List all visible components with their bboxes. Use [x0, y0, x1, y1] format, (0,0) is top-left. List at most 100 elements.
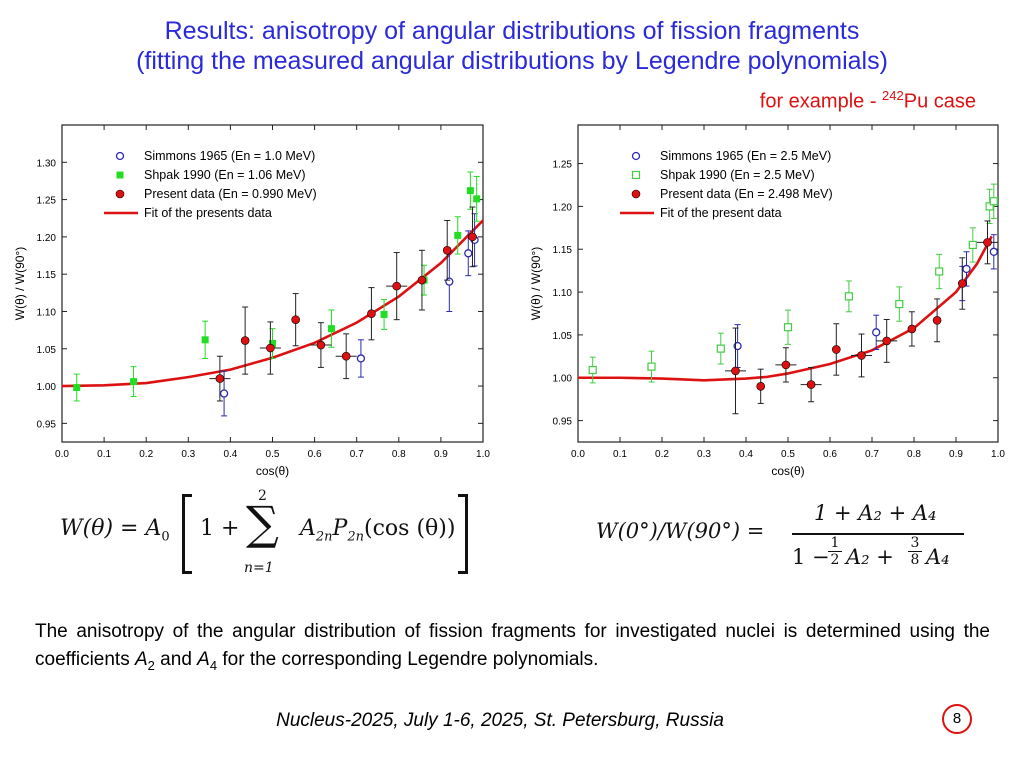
x-axis-label: cos(θ) [771, 464, 804, 478]
legend-marker [115, 189, 125, 199]
y-tick-label: 1.10 [553, 288, 573, 299]
example-element: Pu case [903, 90, 976, 113]
data-point-filled-circle [468, 232, 477, 242]
data-point-filled-circle [781, 360, 791, 370]
legend-label: Fit of the present data [660, 206, 782, 220]
data-point-filled-circle [367, 309, 376, 319]
data-point-filled-circle [316, 340, 326, 350]
sigma-icon: ∑ [246, 496, 279, 550]
data-point-filled-circle [932, 316, 942, 325]
legend-label: Simmons 1965 (En = 2.5 MeV) [660, 149, 831, 163]
y-tick-label: 1.20 [553, 202, 573, 213]
x-tick-label: 0.7 [865, 449, 879, 460]
legend-label: Shpak 1990 (En = 1.06 MeV) [144, 168, 306, 182]
legend-marker [115, 151, 125, 161]
chart-right: 0.0 0.1 0.2 0.3 0.4 0.5 0.6 0.7 0.8 0.9 1.0 0.95 1.0… [529, 124, 1005, 478]
data-point-open-square [716, 344, 725, 353]
y-axis-label: W(θ) / W(90°) [529, 247, 543, 320]
y-tick-label: 1.30 [37, 158, 57, 169]
data-point-square [466, 187, 474, 195]
y-tick-label: 1.05 [553, 331, 573, 342]
data-point-open-circle [464, 249, 473, 258]
data-point-open-circle [356, 354, 366, 363]
y-tick-label: 0.95 [553, 417, 573, 428]
x-tick-label: 1.0 [476, 449, 490, 460]
legend-label: Present data (En = 0.990 MeV) [144, 187, 317, 201]
data-point-filled-circle [756, 382, 765, 391]
body-text: The anisotropy of the angular distributi… [35, 621, 990, 673]
fit-line [61, 219, 484, 388]
data-point-filled-circle [442, 246, 452, 255]
y-tick-label: 1.00 [37, 382, 57, 393]
data-point-open-circle [872, 328, 881, 337]
x-tick-label: 0.2 [139, 449, 153, 460]
x-tick-label: 0.5 [781, 449, 795, 460]
data-point-filled-circle [240, 336, 250, 345]
data-point-filled-circle [291, 315, 300, 324]
legend-marker [631, 170, 641, 180]
eq-one-plus: 1 + [200, 516, 240, 541]
data-point-square [454, 231, 462, 239]
data-point-square [73, 384, 81, 392]
eq2-den-one: 1 − [792, 545, 830, 569]
data-point-open-square [647, 362, 656, 371]
data-point-open-circle [962, 264, 971, 274]
legend-label: Shpak 1990 (En = 2.5 MeV) [660, 168, 815, 182]
data-point-square [327, 325, 335, 333]
eq2-fraction-bar [792, 533, 964, 535]
x-tick-label: 1.0 [991, 449, 1005, 460]
data-point-open-square [985, 202, 994, 211]
eq-bracket-right [458, 494, 468, 574]
data-point-square [130, 378, 138, 386]
example-mass: 242 [882, 88, 904, 103]
eq2-numerator: 1 + A₂ + A₄ [814, 501, 937, 525]
data-point-open-square [895, 299, 904, 309]
example-prefix: for example - [759, 90, 883, 113]
page-number: 8 [942, 704, 972, 734]
x-tick-label: 0.6 [308, 449, 322, 460]
legend-label: Simmons 1965 (En = 1.0 MeV) [144, 149, 315, 163]
data-point-filled-circle [857, 351, 866, 360]
y-tick-label: 1.15 [553, 245, 573, 256]
data-point-open-square [783, 323, 793, 332]
legend-label: Present data (En = 2.498 MeV) [660, 187, 833, 201]
legend-label: Fit of the presents data [144, 206, 272, 220]
x-tick-label: 0.0 [55, 449, 69, 460]
x-tick-label: 0.6 [823, 449, 837, 460]
eq-lhs: W(θ) = A0 [60, 516, 170, 545]
eq-sum-top: 2 [258, 488, 267, 504]
data-point-square [473, 195, 481, 203]
legend-marker [631, 189, 641, 199]
data-point-filled-circle [215, 374, 225, 383]
y-axis-label: W(θ) / W(90°) [13, 247, 27, 320]
title-line-2: (fitting the measured angular distributi… [136, 47, 888, 75]
y-tick-label: 1.15 [37, 270, 57, 281]
legend-marker [631, 151, 641, 161]
x-tick-label: 0.8 [392, 449, 406, 460]
eq2-lhs: W(0°)/W(90°) = [596, 519, 765, 543]
title-line-1: Results: anisotropy of angular distribut… [164, 17, 860, 45]
data-point-filled-circle [882, 336, 892, 346]
data-point-open-circle [989, 247, 998, 256]
x-tick-label: 0.1 [613, 449, 627, 460]
data-point-open-square [844, 292, 853, 301]
data-point-open-square [588, 365, 597, 375]
eq-sum-bottom: n=1 [244, 560, 274, 576]
eq2-den-a4: A₄ [926, 545, 950, 569]
x-tick-label: 0.9 [949, 449, 963, 460]
data-point-open-square [968, 240, 977, 250]
data-point-square [380, 310, 388, 318]
data-point-open-square [935, 267, 944, 276]
data-point-filled-circle [731, 366, 740, 376]
x-tick-label: 0.7 [350, 449, 364, 460]
data-point-open-square [989, 197, 998, 206]
eq-bracket-left [182, 494, 192, 574]
x-tick-label: 0.4 [739, 449, 753, 460]
y-tick-label: 1.05 [37, 345, 57, 356]
data-point-square [201, 336, 209, 344]
x-tick-label: 0.1 [97, 449, 111, 460]
footer-conference: Nucleus-2025, July 1-6, 2025, St. Peters… [276, 710, 724, 731]
data-point-filled-circle [806, 380, 816, 389]
